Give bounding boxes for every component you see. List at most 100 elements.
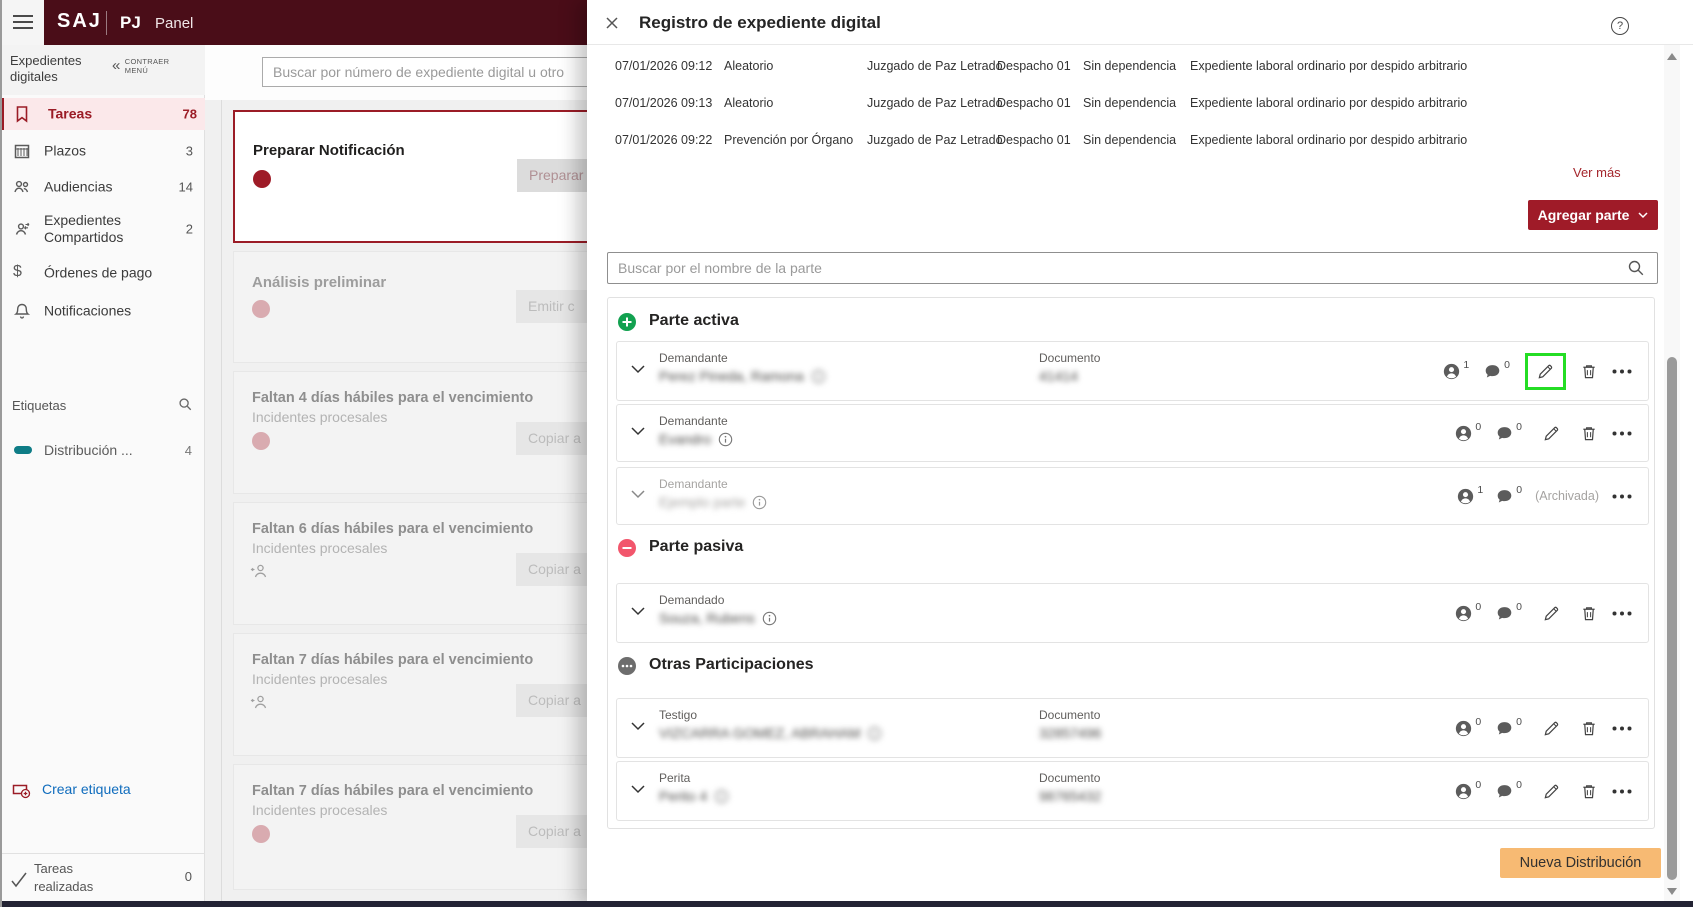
status-dot-icon — [253, 170, 271, 188]
history-row[interactable]: 07/01/2026 09:13 Aleatorio Juzgado de Pa… — [587, 87, 1647, 121]
person-counter[interactable]: 0 — [1455, 779, 1481, 800]
sidebar-item-notificaciones[interactable]: Notificaciones — [0, 295, 205, 327]
chevron-down-icon[interactable] — [631, 427, 645, 436]
info-icon[interactable] — [762, 611, 777, 626]
info-icon[interactable] — [867, 726, 882, 741]
parties-container: Parte activa Demandante Perez Pineda, Ra… — [607, 297, 1655, 829]
party-search-input[interactable] — [607, 252, 1658, 284]
party-row-perita[interactable]: Perita Perito 4 Documento 98765432 0 0 — [616, 761, 1649, 821]
scroll-up-arrow-icon[interactable] — [1667, 53, 1677, 60]
delete-trash-icon[interactable] — [1581, 720, 1597, 737]
create-tag-button[interactable]: Crear etiqueta — [0, 777, 205, 803]
party-row-demandante-2[interactable]: Demandante Evandro 0 0 — [616, 404, 1649, 462]
window-bottom-edge — [0, 901, 1693, 907]
help-icon[interactable]: ? — [1611, 17, 1629, 35]
history-row[interactable]: 07/01/2026 09:12 Aleatorio Juzgado de Pa… — [587, 50, 1647, 84]
sidebar-item-label: Expedientes Compartidos — [44, 212, 124, 245]
panel-header: Registro de expediente digital — [587, 0, 1693, 45]
chevron-down-icon[interactable] — [631, 722, 645, 731]
comment-counter[interactable]: 0 — [1496, 716, 1522, 737]
task-title: Faltan 7 días hábiles para el vencimient… — [252, 652, 534, 668]
info-icon[interactable] — [752, 495, 767, 510]
info-icon[interactable] — [811, 369, 826, 384]
comment-counter[interactable]: 0 — [1496, 779, 1522, 800]
scrollbar-thumb[interactable] — [1667, 357, 1677, 880]
person-counter[interactable]: 0 — [1455, 716, 1481, 737]
info-icon[interactable] — [714, 789, 729, 804]
sidebar-item-expedientes-compartidos[interactable]: Expedientes Compartidos 2 — [0, 207, 205, 251]
close-icon[interactable] — [601, 12, 623, 34]
edit-pencil-icon[interactable] — [1537, 363, 1554, 380]
history-mode: Aleatorio — [724, 59, 774, 73]
person-counter[interactable]: 1 — [1443, 359, 1469, 380]
history-mode: Aleatorio — [724, 96, 774, 110]
task-action-button[interactable]: Copiar a — [516, 422, 587, 455]
edit-pencil-icon[interactable] — [1543, 605, 1560, 622]
more-options-icon[interactable] — [1612, 494, 1632, 499]
shared-person-icon — [250, 563, 268, 579]
task-action-button[interactable]: Copiar a — [516, 684, 587, 717]
expediente-search-input[interactable] — [262, 57, 587, 87]
task-card-faltan-4-dias[interactable]: Faltan 4 días hábiles para el vencimient… — [233, 371, 587, 494]
hamburger-menu-button[interactable] — [0, 0, 44, 45]
sidebar-item-audiencias[interactable]: Audiencias 14 — [0, 171, 205, 203]
history-row[interactable]: 07/01/2026 09:22 Prevención por Órgano J… — [587, 124, 1647, 158]
comment-counter[interactable]: 0 — [1484, 359, 1510, 380]
scroll-down-arrow-icon[interactable] — [1667, 888, 1677, 895]
tags-search-icon[interactable] — [178, 397, 193, 412]
see-more-link[interactable]: Ver más — [1573, 165, 1621, 180]
tasks-done-footer[interactable]: Tareas realizadas 0 — [0, 853, 205, 902]
task-card-analisis-preliminar[interactable]: Análisis preliminar Emitir c — [233, 251, 587, 363]
edit-pencil-icon[interactable] — [1543, 783, 1560, 800]
task-card-faltan-7-dias[interactable]: Faltan 7 días hábiles para el vencimient… — [233, 633, 587, 756]
more-options-icon[interactable] — [1612, 611, 1632, 616]
comment-counter[interactable]: 0 — [1496, 484, 1522, 505]
task-action-button[interactable]: Emitir c — [516, 290, 587, 323]
history-case-type: Expediente laboral ordinario por despido… — [1190, 59, 1468, 73]
history-office: Despacho 01 — [997, 133, 1071, 147]
person-counter[interactable]: 0 — [1455, 601, 1481, 622]
comment-counter[interactable]: 0 — [1496, 601, 1522, 622]
person-counter[interactable]: 1 — [1457, 484, 1483, 505]
search-icon[interactable] — [1627, 259, 1645, 277]
edit-pencil-icon[interactable] — [1543, 720, 1560, 737]
sidebar-item-count: 2 — [185, 221, 193, 237]
chevron-down-icon[interactable] — [631, 785, 645, 794]
more-options-icon[interactable] — [1612, 726, 1632, 731]
add-party-button[interactable]: Agregar parte — [1528, 200, 1658, 230]
party-row-testigo[interactable]: Testigo VIZCARRA GOMEZ, ABRAHAM Document… — [616, 698, 1649, 758]
more-options-icon[interactable] — [1612, 431, 1632, 436]
person-counter[interactable]: 0 — [1455, 421, 1481, 442]
people-icon — [13, 178, 31, 196]
task-action-button[interactable]: Copiar a — [516, 553, 587, 586]
info-icon[interactable] — [718, 432, 733, 447]
task-card-faltan-7-dias-2[interactable]: Faltan 7 días hábiles para el vencimient… — [233, 764, 587, 890]
party-name: Souza, Rubens — [659, 610, 755, 626]
task-subtitle: Incidentes procesales — [252, 802, 388, 818]
party-identity: Testigo VIZCARRA GOMEZ, ABRAHAM — [659, 708, 882, 741]
party-row-demandante-archivada[interactable]: Demandante Ejemplo parte 1 0 (Archivada) — [616, 467, 1649, 525]
new-distribution-button[interactable]: Nueva Distribución — [1500, 848, 1661, 878]
sidebar-item-tareas[interactable]: Tareas 78 — [0, 98, 209, 130]
task-card-preparar-notificacion[interactable]: Preparar Notificación Preparar — [233, 110, 587, 243]
task-action-button[interactable]: Preparar — [517, 159, 587, 192]
edit-pencil-icon[interactable] — [1543, 425, 1560, 442]
task-action-button[interactable]: Copiar a — [516, 815, 587, 848]
chevron-down-icon[interactable] — [631, 365, 645, 374]
task-card-faltan-6-dias[interactable]: Faltan 6 días hábiles para el vencimient… — [233, 502, 587, 625]
collapse-menu-button[interactable]: « CONTRAER MENÚ — [112, 57, 183, 75]
sidebar-item-ordenes-de-pago[interactable]: $ Órdenes de pago — [0, 251, 205, 295]
delete-trash-icon[interactable] — [1581, 605, 1597, 622]
party-row-demandante-1[interactable]: Demandante Perez Pineda, Ramona Document… — [616, 341, 1649, 401]
tag-item-distribucion[interactable]: Distribución ... 4 — [0, 435, 205, 465]
sidebar-item-plazos[interactable]: Plazos 3 — [0, 135, 205, 167]
chevron-down-icon[interactable] — [631, 490, 645, 499]
delete-trash-icon[interactable] — [1581, 783, 1597, 800]
chevron-down-icon[interactable] — [631, 607, 645, 616]
delete-trash-icon[interactable] — [1581, 425, 1597, 442]
comment-counter[interactable]: 0 — [1496, 421, 1522, 442]
party-row-demandado[interactable]: Demandado Souza, Rubens 0 0 — [616, 583, 1649, 643]
more-options-icon[interactable] — [1612, 369, 1632, 374]
delete-trash-icon[interactable] — [1581, 363, 1597, 380]
more-options-icon[interactable] — [1612, 789, 1632, 794]
